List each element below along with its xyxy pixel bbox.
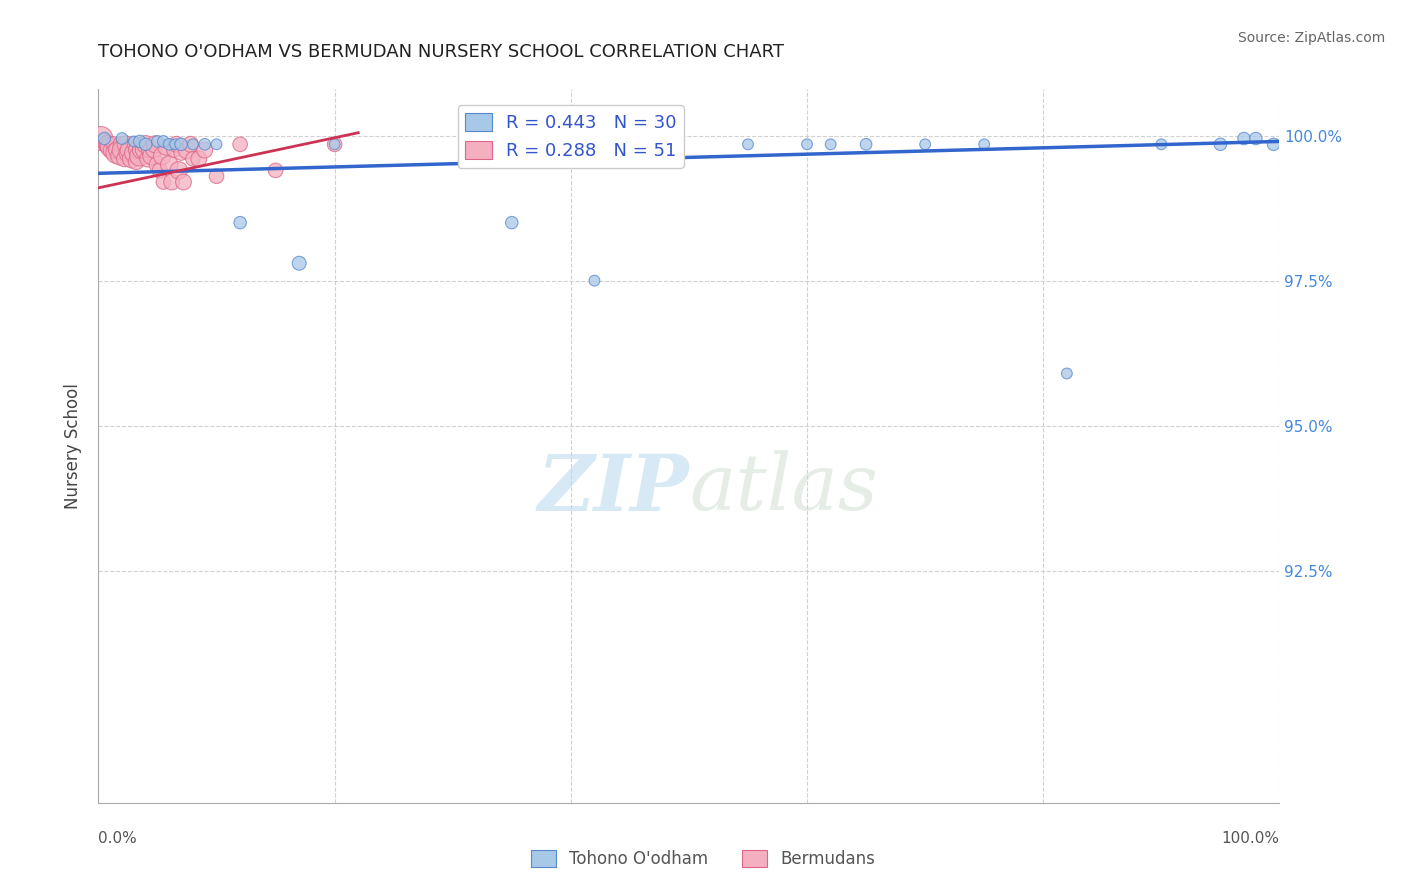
Point <box>121 152 143 166</box>
Point <box>108 149 131 163</box>
Point <box>105 143 128 157</box>
Point <box>194 137 217 152</box>
Point <box>110 137 132 152</box>
Point <box>127 143 149 157</box>
Point <box>98 140 121 154</box>
Point <box>146 135 169 149</box>
Point <box>170 146 193 161</box>
Point <box>165 137 187 152</box>
Point <box>132 143 155 157</box>
Point <box>501 216 523 230</box>
Point <box>93 131 115 145</box>
Point <box>135 137 157 152</box>
Point <box>129 143 152 157</box>
Point <box>855 137 877 152</box>
Point <box>101 143 124 157</box>
Text: ZIP: ZIP <box>537 450 689 527</box>
Text: 0.0%: 0.0% <box>98 831 138 847</box>
Point <box>181 152 204 166</box>
Point <box>1263 137 1285 152</box>
Point <box>737 137 759 152</box>
Point <box>128 135 150 149</box>
Point <box>1150 137 1173 152</box>
Point <box>229 137 252 152</box>
Point <box>135 137 157 152</box>
Point <box>143 137 166 152</box>
Point <box>181 137 204 152</box>
Point <box>149 163 172 178</box>
Legend: R = 0.443   N = 30, R = 0.288   N = 51: R = 0.443 N = 30, R = 0.288 N = 51 <box>457 105 685 168</box>
Point <box>163 143 186 157</box>
Point <box>150 149 173 163</box>
Text: atlas: atlas <box>689 450 877 527</box>
Point <box>1233 131 1256 145</box>
Point <box>136 152 159 166</box>
Point <box>172 175 194 189</box>
Text: 100.0%: 100.0% <box>1222 831 1279 847</box>
Point <box>118 143 141 157</box>
Point <box>323 137 346 152</box>
Text: Source: ZipAtlas.com: Source: ZipAtlas.com <box>1237 31 1385 45</box>
Point <box>194 143 217 157</box>
Point <box>111 131 134 145</box>
Point <box>229 216 252 230</box>
Point <box>914 137 936 152</box>
Point <box>111 143 134 157</box>
Point <box>170 137 193 152</box>
Point <box>176 143 198 157</box>
Point <box>157 158 180 172</box>
Point <box>157 137 180 152</box>
Point <box>152 175 174 189</box>
Y-axis label: Nursery School: Nursery School <box>65 383 83 509</box>
Point <box>288 256 311 270</box>
Point <box>1209 137 1232 152</box>
Point <box>264 163 287 178</box>
Point <box>124 137 146 152</box>
Point <box>114 137 136 152</box>
Point <box>122 135 145 149</box>
Point <box>146 158 169 172</box>
Point <box>152 135 174 149</box>
Point <box>97 137 120 152</box>
Point <box>323 137 346 152</box>
Point <box>796 137 818 152</box>
Legend: Tohono O'odham, Bermudans: Tohono O'odham, Bermudans <box>524 843 882 875</box>
Point <box>117 146 139 161</box>
Point <box>122 146 145 161</box>
Point <box>205 137 228 152</box>
Point <box>112 152 135 166</box>
Point <box>138 143 160 157</box>
Point <box>1056 367 1078 381</box>
Point <box>125 154 148 169</box>
Point <box>187 152 209 166</box>
Point <box>155 140 177 154</box>
Point <box>105 146 128 161</box>
Point <box>141 149 163 163</box>
Point <box>973 137 995 152</box>
Point <box>167 163 190 178</box>
Point <box>180 137 202 152</box>
Point <box>142 143 165 157</box>
Point <box>820 137 842 152</box>
Point <box>205 169 228 184</box>
Point <box>90 131 112 145</box>
Point <box>96 137 118 152</box>
Point <box>128 149 150 163</box>
Point <box>160 175 183 189</box>
Point <box>93 135 115 149</box>
Point <box>1244 131 1267 145</box>
Point <box>165 137 187 152</box>
Point <box>583 274 606 288</box>
Text: TOHONO O'ODHAM VS BERMUDAN NURSERY SCHOOL CORRELATION CHART: TOHONO O'ODHAM VS BERMUDAN NURSERY SCHOO… <box>98 43 785 61</box>
Point <box>103 137 125 152</box>
